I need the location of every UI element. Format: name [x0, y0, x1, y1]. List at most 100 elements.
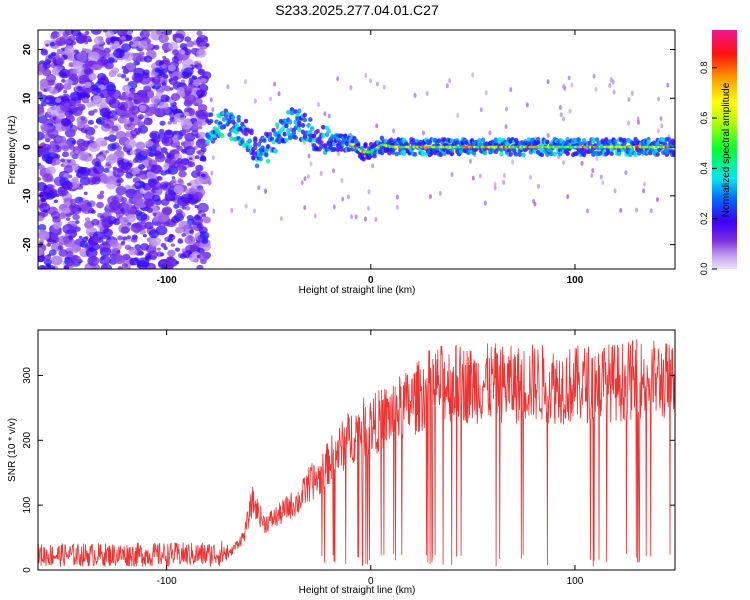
spectrogram-cell: [123, 109, 133, 118]
snr-ylabel: SNR (10 * v/v): [7, 418, 18, 482]
spectrogram-cell: [297, 108, 302, 114]
spectrogram-cell: [211, 155, 215, 161]
spectrogram-cell: [176, 145, 183, 151]
spectrogram-cell: [319, 140, 324, 145]
spectrogram-cell: [166, 154, 172, 158]
spectrogram-cell: [115, 130, 127, 140]
spectrogram-cell: [354, 214, 358, 220]
spectrogram-cell: [192, 121, 202, 129]
spectrogram-cell: [332, 168, 336, 174]
spectrogram-cell: [70, 244, 81, 253]
spectrogram-cell: [200, 147, 207, 153]
spectrogram-cell: [191, 129, 199, 137]
spectrogram-cell: [170, 243, 175, 247]
spectrogram-cell: [605, 148, 611, 154]
snr-ytick-label: 0: [22, 567, 33, 573]
spectrogram-cell: [193, 191, 204, 200]
spectrogram-cell: [548, 151, 554, 157]
spectrogram-cell: [273, 148, 278, 154]
spectrogram-cell: [483, 200, 487, 206]
spectrogram-cell: [52, 221, 62, 230]
spectrogram-cell: [53, 199, 59, 204]
spectrogram-cell: [186, 40, 195, 48]
spectrogram-cell: [79, 88, 86, 94]
spectrogram-cell: [62, 207, 71, 214]
spectrogram-cell: [79, 240, 89, 248]
spectrogram-cell: [38, 264, 46, 269]
spectrogram-cell: [175, 260, 180, 265]
spectrogram-cell: [184, 94, 197, 104]
spectrogram-cell: [300, 180, 304, 186]
spectrogram-cell: [106, 236, 111, 240]
spectrogram-cell: [95, 117, 106, 125]
spectrogram-cell: [99, 242, 111, 253]
spectrogram-cell: [532, 148, 537, 154]
spectrogram-cell: [133, 98, 138, 103]
spectrogram-cell: [167, 237, 174, 243]
spectrogram-cell: [44, 254, 52, 261]
spectrogram-cell: [98, 93, 104, 98]
spectrogram-cell: [186, 182, 192, 187]
spectrogram-cell: [183, 48, 192, 56]
spectrogram-cell: [154, 67, 161, 73]
spectrogram-cell: [178, 179, 185, 185]
spectrogram-cell: [576, 137, 581, 142]
spectrogram-cell: [183, 145, 196, 156]
spectrogram-cell: [646, 139, 651, 145]
spectrogram-cell: [371, 163, 375, 169]
spectrogram-cell: [321, 124, 326, 130]
spectrogram-cell: [52, 157, 61, 166]
spectrogram-cell: [279, 216, 283, 222]
spectrogram-cell: [648, 150, 653, 156]
spectrogram-cell: [82, 63, 89, 69]
spectrogram-cell: [488, 130, 492, 136]
spectrogram-cell: [315, 128, 320, 134]
spectrogram-cell: [208, 180, 212, 186]
spectrogram-cell: [332, 146, 337, 152]
spectrogram-cell: [134, 210, 143, 217]
spectrogram-cell: [563, 85, 567, 91]
spectrogram-cell: [45, 43, 49, 47]
spectrogram-cell: [180, 119, 193, 130]
spectrogram-cell: [200, 77, 207, 84]
spectrogram-ytick-label: 20: [22, 44, 33, 56]
spectrogram-cell: [140, 219, 146, 224]
spectrogram-cell: [124, 209, 129, 214]
spectrogram-cell: [138, 51, 145, 57]
spectrogram-cell: [160, 242, 167, 248]
spectrogram-cell: [179, 166, 184, 171]
spectrogram-cell: [130, 39, 140, 48]
spectrogram-cell: [99, 151, 103, 155]
spectrogram-cell: [253, 145, 258, 151]
spectrogram-cell: [132, 196, 144, 206]
spectrogram-cell: [153, 103, 159, 108]
spectrogram-cell: [75, 172, 83, 178]
spectrogram-cell: [69, 198, 77, 205]
spectrogram-cell: [657, 96, 661, 102]
spectrogram-cell: [122, 236, 128, 241]
spectrogram-cell: [599, 174, 603, 180]
spectrogram-cell: [156, 175, 162, 180]
spectrogram-cell: [81, 96, 90, 104]
spectrogram-cell: [287, 135, 293, 141]
spectrogram-cell: [420, 150, 425, 156]
spectrogram-cell: [367, 189, 371, 195]
spectrogram-cell: [196, 264, 204, 269]
spectrogram-cell: [75, 100, 80, 104]
spectrogram-cell: [123, 100, 134, 109]
spectrogram-cell: [236, 118, 241, 123]
spectrogram-cell: [115, 179, 121, 184]
spectrogram-cell: [253, 98, 257, 104]
spectrogram-cell: [40, 49, 49, 56]
spectrogram-cell: [112, 218, 121, 226]
spectrogram-cell: [643, 181, 647, 187]
spectrogram-cell: [211, 106, 215, 112]
spectrogram-cell: [64, 78, 73, 86]
spectrogram-cell: [91, 218, 100, 226]
spectrogram-cell: [336, 151, 340, 157]
spectrogram-cell: [609, 77, 613, 83]
spectrogram-cell: [173, 134, 178, 139]
spectrogram-cell: [162, 55, 167, 60]
spectrogram-cell: [50, 255, 63, 266]
spectrogram-cell: [140, 225, 146, 230]
